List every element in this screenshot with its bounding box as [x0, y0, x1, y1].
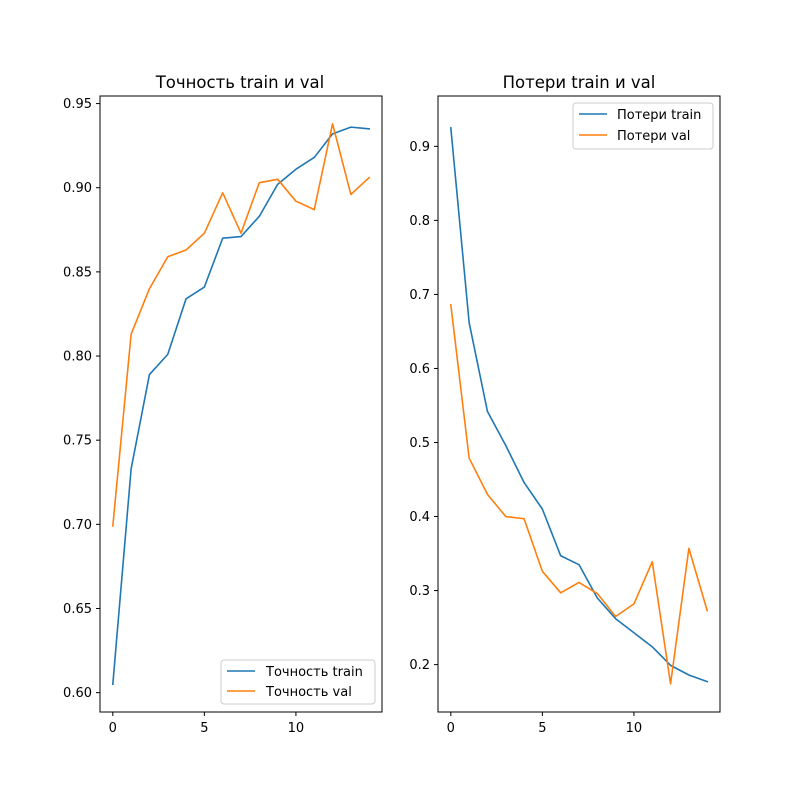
loss-y-tick-label: 0.5 — [409, 436, 430, 451]
loss-series-lines — [449, 126, 709, 685]
accuracy-legend-box — [220, 659, 376, 705]
accuracy-y-tick-label: 0.95 — [63, 97, 92, 112]
loss-x-ticks: 0 5 10 — [447, 712, 643, 736]
loss-y-tick-label: 0.2 — [409, 658, 430, 673]
loss-plot-frame — [437, 95, 721, 713]
loss-x-tick-label: 0 — [447, 721, 455, 736]
accuracy-y-tick-label: 0.85 — [63, 265, 92, 280]
loss-chart-title: Потери train и val — [503, 73, 656, 92]
loss-y-ticks: 0.2 0.3 0.4 0.5 0.6 0.7 0.8 0.9 — [409, 140, 438, 673]
loss-y-tick-label: 0.4 — [409, 510, 430, 525]
loss-x-tick-label: 5 — [538, 721, 546, 736]
accuracy-y-ticks: 0.60 0.65 0.70 0.75 0.80 0.85 0.90 0.95 — [63, 97, 100, 701]
loss-y-tick-label: 0.3 — [409, 584, 430, 599]
accuracy-y-tick-label: 0.90 — [63, 181, 92, 196]
loss-series-line-train — [449, 126, 709, 683]
loss-y-tick-label: 0.7 — [409, 288, 430, 303]
loss-x-tick-label: 10 — [626, 721, 643, 736]
accuracy-x-tick-label: 5 — [200, 721, 208, 736]
loss-legend-label-train: Потери train — [617, 108, 701, 123]
accuracy-y-tick-label: 0.70 — [63, 518, 92, 533]
accuracy-y-tick-label: 0.80 — [63, 350, 92, 365]
loss-legend-label-val: Потери val — [617, 129, 690, 144]
accuracy-y-tick-label: 0.65 — [63, 602, 92, 617]
accuracy-series-line-train — [111, 126, 371, 686]
accuracy-y-tick-label: 0.75 — [63, 434, 92, 449]
accuracy-legend: Точность train Точность val — [220, 659, 376, 705]
loss-y-tick-label: 0.8 — [409, 214, 430, 229]
accuracy-legend-label-val: Точность val — [265, 685, 352, 700]
accuracy-x-ticks: 0 5 10 — [109, 712, 305, 736]
loss-legend-box — [572, 102, 714, 150]
accuracy-series-lines — [111, 122, 371, 686]
accuracy-legend-label-train: Точность train — [265, 665, 363, 680]
accuracy-panel: Точность train и val 0 5 10 0.600.650.700.… — [63, 73, 383, 736]
accuracy-plot-frame — [99, 95, 383, 713]
accuracy-x-tick-label: 0 — [109, 721, 117, 736]
accuracy-y-tick-label: 0.60 — [63, 686, 92, 701]
loss-series-line-val — [449, 303, 709, 685]
loss-y-tick-label: 0.6 — [409, 362, 430, 377]
accuracy-x-tick-label: 10 — [288, 721, 305, 736]
accuracy-chart-title: Точность train и val — [155, 73, 325, 92]
loss-panel: Потери train и val 0 5 10 0.20.30.40.50.60… — [409, 73, 721, 736]
loss-y-tick-label: 0.9 — [409, 140, 430, 155]
loss-legend: Потери train Потери val — [572, 102, 714, 150]
accuracy-series-line-val — [111, 122, 371, 527]
